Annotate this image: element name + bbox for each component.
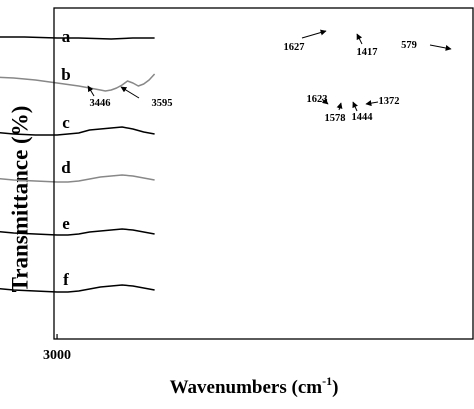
y-axis-label: Transmittance (%) bbox=[7, 106, 32, 293]
annotation-arrow bbox=[120, 86, 140, 99]
annotation-label: 1623 bbox=[307, 94, 328, 105]
x-axis-label-main: Wavenumbers (cm bbox=[170, 377, 323, 398]
annotation-label: 1627 bbox=[284, 42, 305, 53]
series-line-e bbox=[0, 228, 155, 236]
series-line-b bbox=[0, 73, 156, 92]
x-axis-label-sup: -1 bbox=[322, 374, 332, 388]
x-tick-label: 3000 bbox=[43, 348, 71, 363]
annotation-arrow bbox=[336, 102, 343, 111]
annotation-arrow bbox=[356, 33, 363, 45]
annotation-arrow bbox=[87, 85, 95, 97]
annotation-arrow bbox=[365, 100, 379, 107]
annotation-label: 1372 bbox=[379, 96, 400, 107]
y-axis-title: Transmittance (%) bbox=[7, 106, 32, 293]
series-labels: ab c d e f bbox=[61, 27, 71, 289]
annotation-label: 1578 bbox=[325, 113, 346, 124]
series-label-b: b bbox=[61, 65, 70, 84]
series-label-c: c bbox=[62, 113, 70, 132]
annotation-label: 3595 bbox=[152, 98, 173, 109]
series-line-a bbox=[0, 36, 155, 40]
peak-annotations: 1627 1417 579 3446 3595 1623 1578 1444 1372 bbox=[87, 29, 452, 124]
series-label-a: a bbox=[62, 27, 71, 46]
annotation-arrow bbox=[301, 29, 327, 39]
series-line-c bbox=[0, 126, 155, 136]
series-label-d: d bbox=[61, 158, 71, 177]
annotation-arrow bbox=[321, 98, 329, 105]
series-line-d bbox=[0, 174, 155, 183]
series-label-e: e bbox=[62, 214, 70, 233]
annotation-arrow bbox=[429, 44, 452, 51]
annotation-label: 1417 bbox=[357, 47, 378, 58]
annotation-label: 1444 bbox=[352, 112, 374, 123]
x-axis-label-close: ) bbox=[332, 377, 338, 398]
annotation-label: 579 bbox=[401, 40, 417, 51]
x-axis-ticks: 300020001000 bbox=[43, 334, 71, 363]
plot-frame bbox=[53, 7, 474, 340]
series-label-f: f bbox=[63, 270, 69, 289]
series-line-f bbox=[0, 284, 155, 293]
x-axis-label: Wavenumbers (cm-1) bbox=[170, 374, 339, 398]
annotation-label: 3446 bbox=[90, 98, 111, 109]
annotation-arrow bbox=[352, 101, 358, 112]
